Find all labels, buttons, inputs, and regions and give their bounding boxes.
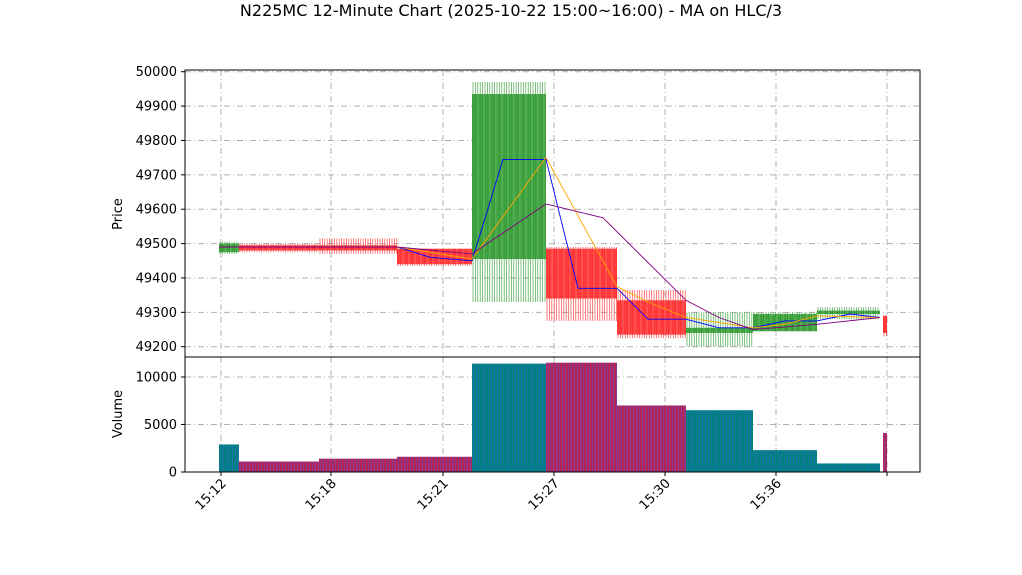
price-tick-label: 50000 — [136, 65, 177, 80]
volume-bar-body — [546, 362, 617, 472]
candle — [239, 243, 319, 253]
price-tick-label: 49900 — [136, 100, 177, 115]
candle-body — [397, 248, 472, 265]
volume-bar-body — [753, 450, 817, 472]
volume-tick-label: 10000 — [136, 370, 177, 385]
price-tick-label: 49200 — [136, 340, 177, 355]
candle — [472, 82, 546, 303]
x-tick-label: 15:21 — [415, 476, 452, 513]
x-tick-label: 15:36 — [748, 476, 785, 513]
volume-bar — [546, 362, 617, 472]
volume-bar — [817, 463, 880, 472]
candle-body — [883, 315, 887, 333]
price-axis-label: Price — [111, 198, 126, 230]
candle-body — [319, 245, 397, 251]
volume-bar — [617, 405, 686, 472]
candle-body — [219, 243, 239, 253]
price-tick-label: 49700 — [136, 168, 177, 183]
candle — [219, 241, 239, 254]
candle — [546, 247, 617, 321]
volume-bar-body — [472, 363, 546, 472]
price-panel: 49200 49300 49400 49500 49600 49700 49800 49900… — [136, 65, 921, 358]
price-tick-label: 49800 — [136, 134, 177, 149]
candle — [617, 289, 686, 339]
volume-axis-label: Volume — [111, 390, 126, 438]
volume-tick-label: 0 — [169, 466, 177, 481]
price-tick-label: 49500 — [136, 237, 177, 252]
price-frame — [184, 69, 921, 358]
candle-body — [546, 248, 617, 299]
x-tick-label: 15:27 — [526, 476, 563, 513]
volume-bar — [397, 456, 472, 472]
price-tick-label: 49400 — [136, 271, 177, 286]
volume-bar — [883, 433, 887, 472]
candle-body — [239, 245, 319, 251]
volume-bar — [239, 461, 319, 472]
candle — [883, 315, 887, 337]
volume-bar-body — [319, 458, 397, 472]
volume-bar-body — [686, 410, 753, 472]
volume-bar — [686, 410, 753, 472]
volume-bar-body — [883, 433, 887, 472]
candle — [753, 312, 817, 332]
volume-bar-body — [219, 444, 239, 472]
volume-bar — [753, 450, 817, 472]
candle-body — [686, 327, 753, 333]
volume-bar — [219, 444, 239, 472]
x-tick-label: 15:18 — [303, 476, 340, 513]
volume-frame — [184, 356, 921, 473]
volume-panel: 0 5000 10000 — [136, 356, 921, 481]
volume-tick-label: 5000 — [144, 418, 177, 433]
volume-bar-body — [239, 461, 319, 472]
candle-body — [472, 94, 546, 260]
price-tick-label: 49300 — [136, 306, 177, 321]
x-tick-label: 15:30 — [637, 476, 674, 513]
candle-body — [617, 300, 686, 335]
candle — [319, 238, 398, 254]
candle-body — [753, 314, 817, 332]
chart-title: N225MC 12-Minute Chart (2025-10-22 15:00… — [240, 1, 782, 20]
volume-bar — [319, 458, 397, 472]
x-tick-label: 15:12 — [193, 476, 230, 513]
ma-line — [219, 203, 881, 330]
volume-bar — [472, 363, 546, 472]
price-tick-label: 49600 — [136, 203, 177, 218]
candle-body — [817, 310, 880, 315]
